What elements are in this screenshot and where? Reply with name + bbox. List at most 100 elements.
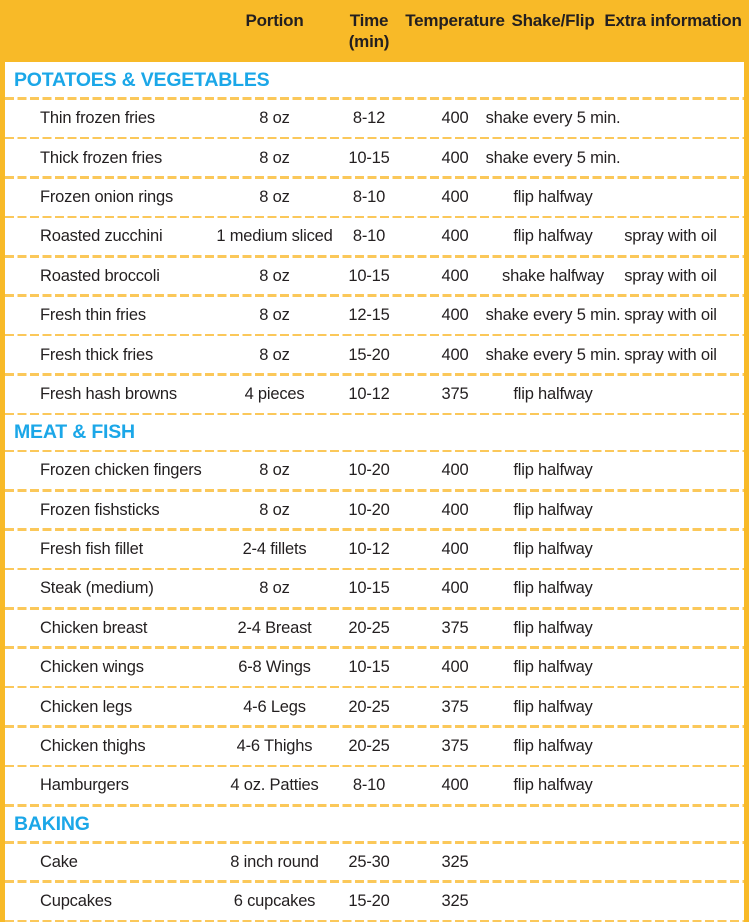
shake-flip-cell: shake every 5 min.	[485, 109, 621, 128]
portion-cell: 8 oz	[259, 306, 290, 325]
time-cell: 12-15	[348, 306, 390, 325]
portion-cell: 4-6 Legs	[243, 697, 306, 716]
table-row: Frozen chicken fingers 8 oz 10-20 400 flip h…	[5, 451, 744, 492]
temperature-cell: 375	[441, 618, 469, 637]
table-row: Roasted zucchini 1 medium sliced 8-10 400 fl…	[5, 217, 744, 258]
time-cell: 20-25	[348, 737, 390, 756]
shake-flip-cell: flip halfway	[513, 461, 593, 480]
portion-cell: 8 oz	[259, 109, 290, 128]
name-cell: Steak (medium)	[40, 579, 154, 598]
column-header-time-label: Time	[349, 11, 389, 30]
column-header-extra-information-label: Extra information	[604, 11, 742, 30]
time-cell: 25-30	[348, 852, 390, 871]
column-header-extra-information: Extra information	[597, 11, 749, 32]
time-cell: 8-10	[352, 776, 386, 795]
table-row: Thick frozen fries 8 oz 10-15 400 shake ever…	[5, 138, 744, 180]
column-header-portion: Portion	[212, 11, 337, 32]
table-row: Chicken thighs 4-6 Thighs 20-25 375 flip hal…	[5, 727, 744, 768]
temperature-cell: 325	[441, 892, 469, 911]
shake-flip-cell: shake every 5 min.	[485, 306, 621, 325]
temperature-cell: 400	[441, 500, 469, 519]
table-header-row: Portion Time (min) Temperature Shake/Fli…	[0, 0, 749, 62]
column-header-time: Time (min)	[337, 11, 401, 52]
name-cell: Cake	[40, 852, 78, 871]
name-cell: Fresh thin fries	[40, 306, 146, 325]
time-cell: 8-12	[352, 109, 386, 128]
time-cell: 20-25	[348, 618, 390, 637]
shake-flip-cell: flip halfway	[513, 500, 593, 519]
section-title: MEAT & FISH	[14, 421, 135, 444]
portion-cell: 4 oz. Patties	[230, 776, 319, 795]
time-cell: 20-25	[348, 697, 390, 716]
column-header-temperature-label: Temperature	[405, 11, 505, 30]
name-cell: Thin frozen fries	[40, 109, 155, 128]
portion-cell: 6-8 Wings	[238, 658, 311, 677]
extra-cell: spray with oil	[624, 266, 717, 285]
temperature-cell: 400	[441, 266, 469, 285]
column-header-shake-flip-label: Shake/Flip	[511, 11, 595, 30]
shake-flip-cell: flip halfway	[513, 384, 593, 403]
portion-cell: 8 oz	[259, 148, 290, 167]
name-cell: Chicken legs	[40, 697, 133, 716]
shake-flip-cell: flip halfway	[513, 618, 593, 637]
name-cell: Fresh fish fillet	[40, 540, 143, 559]
shake-flip-cell: flip halfway	[513, 227, 593, 246]
name-cell: Cupcakes	[40, 892, 112, 911]
time-cell: 10-15	[348, 148, 390, 167]
column-header-temperature: Temperature	[401, 11, 509, 32]
name-cell: Roasted zucchini	[40, 227, 163, 246]
shake-flip-cell: shake halfway	[502, 266, 604, 285]
portion-cell: 2-4 fillets	[242, 540, 307, 559]
portion-cell: 8 inch round	[230, 852, 319, 871]
table-row: Frozen onion rings 8 oz 8-10 400 flip halfwa…	[5, 178, 744, 219]
name-cell: Frozen fishsticks	[40, 500, 160, 519]
temperature-cell: 375	[441, 697, 469, 716]
time-cell: 10-12	[348, 384, 390, 403]
time-cell: 15-20	[348, 892, 390, 911]
temperature-cell: 400	[441, 461, 469, 480]
temperature-cell: 400	[441, 187, 469, 206]
time-cell: 15-20	[348, 345, 390, 364]
portion-cell: 4 pieces	[244, 384, 305, 403]
time-cell: 10-12	[348, 540, 390, 559]
section-header-row: BAKING	[5, 806, 744, 844]
portion-cell: 8 oz	[259, 461, 290, 480]
table-row: Fresh thick fries 8 oz 15-20 400 shake every…	[5, 335, 744, 377]
time-cell: 10-15	[348, 266, 390, 285]
time-cell: 10-20	[348, 500, 390, 519]
table-row: Frozen fishsticks 8 oz 10-20 400 flip halfwa…	[5, 491, 744, 532]
table-row: Chicken legs 4-6 Legs 20-25 375 flip halfway	[5, 687, 744, 729]
table-row: Fresh fish fillet 2-4 fillets 10-12 400 flip…	[5, 530, 744, 571]
temperature-cell: 400	[441, 306, 469, 325]
section-header-row: MEAT & FISH	[5, 414, 744, 453]
temperature-cell: 400	[441, 109, 469, 128]
shake-flip-cell: flip halfway	[513, 697, 593, 716]
section-header-row: POTATOES & VEGETABLES	[5, 62, 744, 100]
portion-cell: 8 oz	[259, 187, 290, 206]
name-cell: Frozen onion rings	[40, 187, 174, 206]
temperature-cell: 400	[441, 148, 469, 167]
name-cell: Chicken breast	[40, 618, 148, 637]
name-cell: Fresh hash browns	[40, 384, 177, 403]
temperature-cell: 400	[441, 540, 469, 559]
table-row: Chicken wings 6-8 Wings 10-15 400 flip halfw…	[5, 648, 744, 689]
shake-flip-cell: flip halfway	[513, 579, 593, 598]
shake-flip-cell: shake every 5 min.	[485, 345, 621, 364]
portion-cell: 8 oz	[259, 266, 290, 285]
portion-cell: 2-4 Breast	[237, 618, 312, 637]
temperature-cell: 400	[441, 579, 469, 598]
extra-cell: spray with oil	[624, 227, 717, 246]
portion-cell: 8 oz	[259, 345, 290, 364]
table-row: Roasted broccoli 8 oz 10-15 400 shake halfwa…	[5, 257, 744, 298]
time-cell: 8-10	[352, 187, 386, 206]
temperature-cell: 400	[441, 227, 469, 246]
table-row: Chicken breast 2-4 Breast 20-25 375 flip hal…	[5, 609, 744, 650]
table-row: Cupcakes 6 cupcakes 15-20 325	[5, 882, 744, 922]
name-cell: Fresh thick fries	[40, 345, 154, 364]
column-header-shake-flip: Shake/Flip	[509, 11, 597, 32]
column-header-time-unit: (min)	[348, 31, 390, 51]
column-header-portion-label: Portion	[245, 11, 304, 30]
name-cell: Frozen chicken fingers	[40, 461, 202, 480]
shake-flip-cell: flip halfway	[513, 540, 593, 559]
